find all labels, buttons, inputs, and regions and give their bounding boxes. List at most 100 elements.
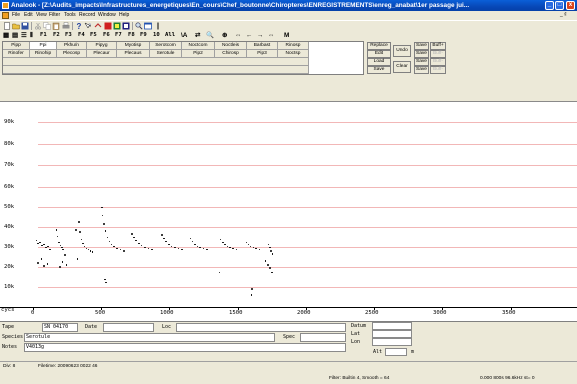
- species-cell[interactable]: Chirosp: [215, 50, 247, 58]
- species-cell[interactable]: Rinofer: [3, 50, 30, 58]
- print-icon[interactable]: [62, 22, 70, 30]
- target-icon[interactable]: ⊕: [222, 32, 228, 39]
- copy-icon[interactable]: [43, 22, 51, 30]
- call-point: [56, 235, 59, 238]
- fkey-f7[interactable]: F7: [115, 32, 122, 38]
- marker-m-icon[interactable]: M: [284, 32, 290, 39]
- loc-field[interactable]: [176, 323, 346, 332]
- fkey-f2[interactable]: F2: [53, 32, 60, 38]
- species-cell[interactable]: Barbast: [247, 42, 278, 50]
- save-slot-button[interactable]: Save: [414, 50, 429, 58]
- species-cell[interactable]: Noctsp: [278, 50, 309, 58]
- menu-window[interactable]: Window: [98, 12, 116, 18]
- open-folder-icon[interactable]: [12, 22, 20, 30]
- species-field[interactable]: Serotule: [24, 333, 275, 342]
- alt-field[interactable]: [385, 348, 407, 356]
- species-cell[interactable]: Pipyg: [87, 42, 117, 50]
- menu-tools[interactable]: Tools: [64, 12, 76, 18]
- tape-field[interactable]: SN 04170: [42, 323, 78, 332]
- marker-icon[interactable]: [154, 22, 162, 30]
- species-cell[interactable]: Serotcom: [150, 42, 182, 50]
- minimize-button[interactable]: _: [545, 1, 554, 10]
- fkey-f1[interactable]: F1: [40, 32, 47, 38]
- window-icon[interactable]: [144, 22, 152, 30]
- maximize-button[interactable]: □: [555, 1, 564, 10]
- zoom-icon[interactable]: [135, 22, 143, 30]
- buffer-plus-button[interactable]: Buff+: [430, 42, 446, 50]
- document-icon[interactable]: [2, 12, 9, 19]
- fkey-f9[interactable]: F9: [140, 32, 147, 38]
- fkey-f5[interactable]: F5: [90, 32, 97, 38]
- paste-icon[interactable]: [52, 22, 60, 30]
- clear-button[interactable]: Clear: [393, 61, 411, 73]
- pause-bars-icon[interactable]: ⫴: [30, 32, 33, 39]
- species-cell[interactable]: Pip2: [182, 50, 215, 58]
- expand-icon[interactable]: ⇔: [235, 32, 242, 39]
- load-button[interactable]: Load: [367, 58, 391, 66]
- link-icon[interactable]: [94, 22, 102, 30]
- datum-field[interactable]: [372, 322, 412, 330]
- close-button[interactable]: x: [566, 1, 575, 10]
- species-cell[interactable]: Pipp: [3, 42, 30, 50]
- species-empty-row[interactable]: [3, 66, 309, 74]
- edit-button[interactable]: Edit: [367, 50, 391, 58]
- compress-icon[interactable]: ⇔: [268, 32, 275, 39]
- species-cell[interactable]: Noctcom: [182, 42, 215, 50]
- species-cell[interactable]: Myotisp: [117, 42, 150, 50]
- menu-file[interactable]: File: [12, 12, 21, 18]
- help-icon[interactable]: ?: [75, 22, 83, 30]
- species-cell[interactable]: Pip3: [247, 50, 278, 58]
- species-cell[interactable]: Noctleis: [215, 42, 247, 50]
- date-field[interactable]: [103, 323, 154, 332]
- context-help-icon[interactable]: ?: [84, 22, 92, 30]
- species-cell[interactable]: Plecaur: [87, 50, 117, 58]
- species-cell[interactable]: Pkhu/n: [57, 42, 87, 50]
- replace-button[interactable]: Replace: [367, 42, 391, 50]
- grid-toggle-icon[interactable]: ▦: [3, 32, 10, 39]
- menu-edit[interactable]: Edit: [24, 12, 33, 18]
- save-slot-button[interactable]: Save: [414, 58, 429, 66]
- grid-alt-icon[interactable]: ▤: [12, 32, 19, 39]
- sonogram-plot[interactable]: 90k 80k 70k 60k 50k 40k 30k 20k 10k: [0, 101, 577, 321]
- menu-view[interactable]: View: [36, 12, 47, 18]
- rows-icon[interactable]: ☰: [21, 32, 27, 39]
- spec-field[interactable]: [300, 333, 346, 342]
- slash-a-icon[interactable]: \A: [181, 32, 188, 39]
- save-button[interactable]: Save: [367, 66, 391, 74]
- species-cell[interactable]: Plecosp: [57, 50, 87, 58]
- fkey-all[interactable]: All: [165, 32, 176, 38]
- species-empty-row[interactable]: [3, 58, 309, 66]
- arrow-right-icon[interactable]: →: [257, 32, 264, 39]
- fkey-f6[interactable]: F6: [103, 32, 110, 38]
- species-cell[interactable]: Plecaus: [117, 50, 150, 58]
- fkey-f10[interactable]: 10: [153, 32, 160, 38]
- record-icon[interactable]: [104, 22, 112, 30]
- mdi-controls[interactable]: _ ₫: [560, 12, 567, 18]
- menu-help[interactable]: Help: [119, 12, 130, 18]
- save-slot-button[interactable]: Save: [414, 42, 429, 50]
- menu-record[interactable]: Record: [79, 12, 96, 18]
- lat-field[interactable]: [372, 330, 412, 338]
- lon-field[interactable]: [372, 338, 412, 346]
- species-cell-selected[interactable]: Ppi: [30, 42, 57, 50]
- save-slot-button[interactable]: Save: [414, 66, 429, 74]
- call-point: [138, 242, 140, 245]
- arrow-left-icon[interactable]: ←: [246, 32, 253, 39]
- species-cell[interactable]: Rinohip: [30, 50, 57, 58]
- fkey-f3[interactable]: F3: [65, 32, 72, 38]
- menu-filter[interactable]: Filter: [49, 12, 61, 18]
- stop-icon[interactable]: [122, 22, 130, 30]
- fkey-f4[interactable]: F4: [78, 32, 85, 38]
- magnifier-icon[interactable]: 🔍: [206, 32, 214, 39]
- fkey-f8[interactable]: F8: [128, 32, 135, 38]
- notes-field[interactable]: V4013g: [24, 343, 346, 352]
- species-cell[interactable]: Serotule: [150, 50, 182, 58]
- swap-icon[interactable]: ⇄: [195, 32, 201, 39]
- new-file-icon[interactable]: [3, 22, 11, 30]
- call-point: [75, 229, 77, 231]
- spectrogram-icon[interactable]: [113, 22, 121, 30]
- cut-icon[interactable]: [34, 22, 42, 30]
- save-icon[interactable]: [21, 22, 29, 30]
- species-cell[interactable]: Rinosp: [278, 42, 309, 50]
- undo-button[interactable]: Undo: [393, 45, 411, 57]
